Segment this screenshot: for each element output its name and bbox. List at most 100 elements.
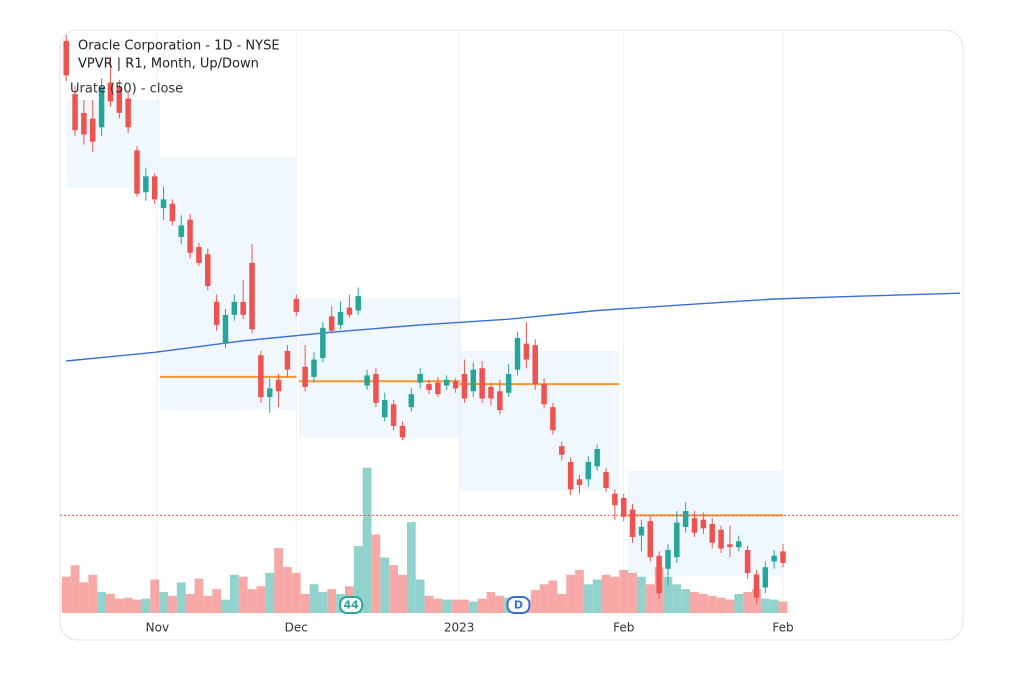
volume-bar (229, 574, 239, 613)
candle-body (213, 301, 220, 325)
volume-bar (433, 598, 443, 613)
candle-body (240, 301, 246, 315)
volume-bar (203, 595, 213, 613)
volume-bar (70, 565, 80, 613)
candle-body (435, 382, 441, 395)
volume-bar (451, 599, 460, 613)
volume-bar (389, 565, 399, 613)
volume-bar (353, 546, 363, 613)
volume-bar (778, 601, 788, 613)
candle-body (753, 574, 760, 598)
candle-body (231, 301, 238, 315)
candle-body (497, 391, 503, 411)
volume-bar (645, 584, 655, 613)
plot: Nov Dec 2023 Feb Feb 44 D (60, 32, 961, 635)
profile-box (459, 350, 620, 491)
volume-bar (663, 576, 673, 613)
candle-body (780, 551, 786, 563)
volume-bar (132, 599, 142, 613)
volume-bar (557, 593, 567, 613)
volume-bar (442, 599, 452, 613)
candle-body (63, 40, 69, 76)
candle-body (665, 549, 671, 569)
candle-body (452, 381, 459, 389)
volume-bar (362, 467, 372, 613)
volume-bar (309, 584, 319, 613)
candle-body (116, 86, 123, 113)
candle-body (81, 112, 87, 135)
volume-bar (238, 576, 248, 613)
candle-body (550, 407, 556, 431)
volume-bar (610, 576, 620, 613)
event-badge (339, 596, 364, 614)
volume-bar (424, 595, 434, 613)
candle-body (470, 369, 477, 392)
volume-bar (681, 589, 691, 613)
candle-body (700, 519, 707, 529)
volume-bar (690, 591, 699, 613)
volume-bar (114, 598, 124, 613)
candle-body (408, 394, 415, 408)
candle-body (284, 350, 291, 370)
candle-body (364, 375, 370, 386)
volume-bar (672, 584, 682, 613)
volume-bar (97, 591, 106, 613)
candle-body (373, 373, 379, 403)
candle-body (718, 529, 724, 549)
volume-bar (583, 584, 593, 613)
candle-body (612, 493, 618, 506)
volume-bar (628, 572, 637, 613)
candle-body (151, 176, 158, 200)
candle-body (320, 327, 326, 359)
candle-body (328, 316, 335, 331)
candle-body (461, 373, 468, 399)
candle-body (178, 225, 184, 237)
volume-bar (291, 572, 301, 613)
event-label: 44 (343, 599, 359, 612)
candle-body (107, 82, 114, 102)
volume-bar (265, 572, 275, 613)
volume-bar (212, 589, 222, 613)
candle-body (302, 366, 308, 387)
ma-line (66, 292, 961, 362)
volume-bar (539, 584, 549, 613)
candle-body (399, 425, 406, 438)
candle-body (346, 307, 353, 315)
volume-bar (619, 569, 629, 613)
candle-body (691, 518, 698, 533)
x-tick-label: Dec (285, 621, 308, 635)
volume-bar (185, 593, 195, 613)
volume-bar (769, 599, 779, 613)
candle-body (143, 176, 149, 193)
volume-bar (637, 576, 646, 613)
candle-body (603, 472, 609, 488)
candle-body (647, 521, 654, 558)
candle-body (638, 526, 645, 536)
candle-body (258, 355, 264, 398)
volume-bar (221, 599, 230, 613)
candle-body (293, 298, 300, 312)
candle-body (249, 262, 255, 330)
volume-bar (380, 557, 390, 613)
candle-body (532, 345, 538, 385)
candle-body (505, 373, 512, 393)
x-tick-label: Feb (772, 621, 793, 635)
volume-bar (530, 590, 540, 613)
candle-body (559, 446, 565, 455)
volume-bar (141, 598, 151, 613)
candle-body (72, 94, 78, 131)
candle-body (674, 522, 680, 558)
volume-bar (247, 589, 257, 613)
volume-bar (592, 579, 602, 613)
volume-bar (486, 591, 496, 613)
candle-body (620, 498, 627, 517)
candle-body (98, 86, 105, 128)
volume-bar (168, 595, 177, 613)
volume-bar (460, 599, 469, 613)
candle-body (488, 386, 494, 399)
volume-bar (575, 569, 584, 613)
volume-bar (566, 574, 576, 613)
candle-body (196, 247, 202, 263)
